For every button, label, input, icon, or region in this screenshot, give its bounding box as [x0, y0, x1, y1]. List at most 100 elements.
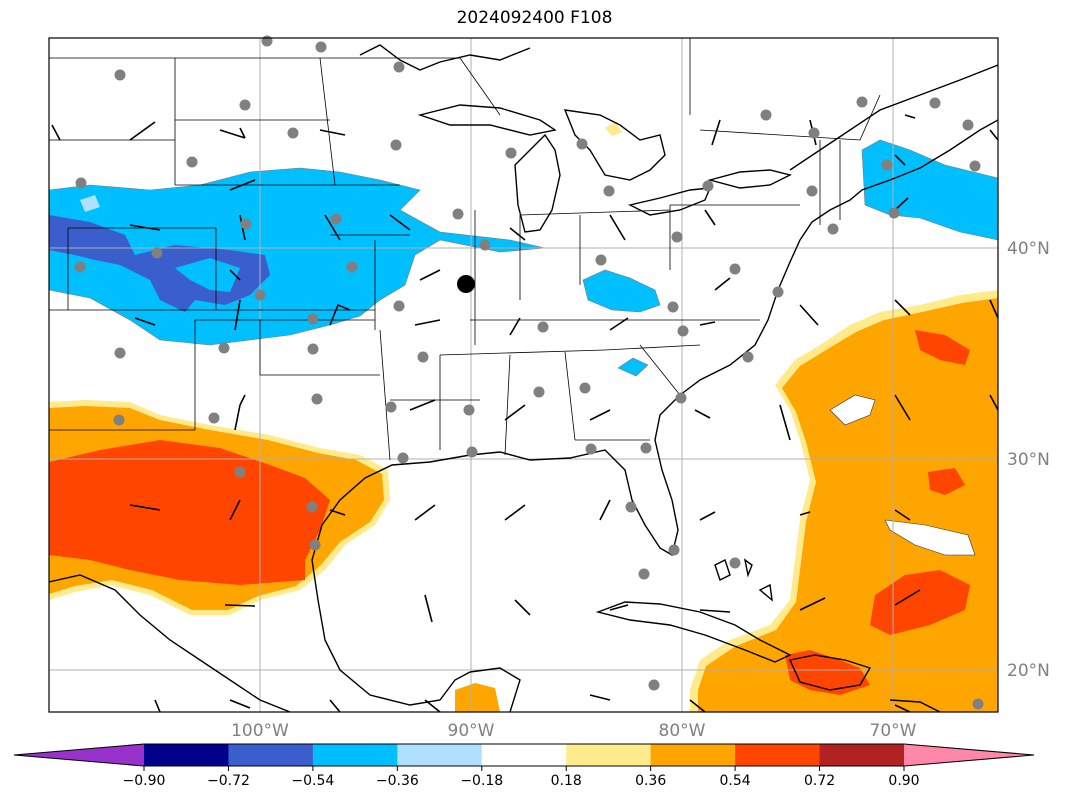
- colorbar-tick-label: 0.90: [888, 773, 919, 789]
- coastlines: [49, 44, 998, 712]
- station-dot: [603, 185, 615, 197]
- colorbar-segment: [228, 744, 314, 766]
- colorbar-extend-high: [904, 744, 1034, 766]
- station-dot: [463, 404, 475, 416]
- station-dot: [397, 452, 409, 464]
- station-dot: [671, 231, 683, 243]
- colorbar-tick-label: −0.18: [460, 773, 503, 789]
- location-marker: [457, 275, 475, 293]
- colorbar-segment: [397, 744, 483, 766]
- station-dot: [393, 300, 405, 312]
- station-dot: [537, 321, 549, 333]
- station-dot: [677, 325, 689, 337]
- map-title: 2024092400 F108: [456, 8, 613, 28]
- lon-label: 80°W: [659, 721, 706, 741]
- station-dot: [151, 247, 163, 259]
- station-dot: [702, 180, 714, 192]
- station-dot: [772, 286, 784, 298]
- colorbar-segment: [312, 744, 398, 766]
- station-dot: [239, 99, 251, 111]
- longitude-labels: 100°W 90°W 80°W 70°W: [231, 721, 917, 741]
- station-dot: [648, 679, 660, 691]
- station-dot: [888, 207, 900, 219]
- station-dot: [729, 263, 741, 275]
- station-markers: [74, 35, 984, 710]
- colorbar-tick-label: 0.18: [551, 773, 582, 789]
- station-dot: [114, 347, 126, 359]
- station-dot: [466, 446, 478, 458]
- colorbar-extend-low: [14, 744, 144, 766]
- station-dot: [330, 213, 342, 225]
- station-dot: [315, 41, 327, 53]
- map-frame: [48, 37, 999, 713]
- station-dot: [585, 443, 597, 455]
- station-dot: [306, 501, 318, 513]
- colorbar-segment: [819, 744, 905, 766]
- station-dot: [393, 61, 405, 73]
- station-dot: [675, 392, 687, 404]
- station-dot: [969, 160, 981, 172]
- station-dot: [760, 109, 772, 121]
- station-dot: [417, 351, 429, 363]
- station-dot: [287, 127, 299, 139]
- station-dot: [625, 501, 637, 513]
- station-dot: [75, 177, 87, 189]
- station-dot: [929, 97, 941, 109]
- station-dot: [827, 223, 839, 235]
- station-dot: [452, 208, 464, 220]
- station-dot: [667, 301, 679, 313]
- station-dot: [261, 35, 273, 47]
- station-dot: [505, 147, 517, 159]
- lat-label: 20°N: [1007, 661, 1050, 681]
- station-dot: [309, 539, 321, 551]
- lon-label: 70°W: [870, 721, 917, 741]
- station-dot: [742, 351, 754, 363]
- station-dot: [962, 119, 974, 131]
- colorbar-tick-label: −0.36: [376, 773, 419, 789]
- lat-label: 40°N: [1007, 239, 1050, 259]
- station-dot: [114, 69, 126, 81]
- negative-anomaly-region-ohio-valley: [582, 269, 661, 313]
- station-dot: [881, 159, 893, 171]
- colorbar-tick-label: −0.72: [207, 773, 250, 789]
- colorbar-tick-label: −0.54: [291, 773, 334, 789]
- colorbar-segment: [144, 744, 229, 766]
- lon-label: 100°W: [231, 721, 289, 741]
- station-dot: [668, 544, 680, 556]
- colorbar-tick-label: 0.36: [635, 773, 666, 789]
- station-dot: [218, 342, 230, 354]
- colorbar-segment: [566, 744, 652, 766]
- station-dot: [234, 466, 246, 478]
- station-dot: [729, 557, 741, 569]
- latitude-labels: 40°N 30°N 20°N: [1007, 239, 1050, 681]
- station-dot: [638, 568, 650, 580]
- station-dot: [311, 393, 323, 405]
- colorbar-segment: [735, 744, 821, 766]
- colorbar-segment: [481, 744, 567, 766]
- station-dot: [307, 343, 319, 355]
- station-dot: [186, 156, 198, 168]
- station-dot: [640, 442, 652, 454]
- station-dot: [346, 261, 358, 273]
- station-dot: [254, 289, 266, 301]
- wind-barbs: [51, 114, 998, 712]
- station-dot: [307, 313, 319, 325]
- lon-label: 90°W: [448, 721, 495, 741]
- station-dot: [208, 412, 220, 424]
- station-dot: [595, 254, 607, 266]
- station-dot: [808, 127, 820, 139]
- station-dot: [479, 239, 491, 251]
- lat-label: 30°N: [1007, 450, 1050, 470]
- station-dot: [74, 261, 86, 273]
- colorbar-segment: [650, 744, 736, 766]
- colorbar: −0.90 −0.72 −0.54 −0.36 −0.18 0.18 0.36 0.54 0.7…: [13, 743, 1035, 789]
- station-dot: [972, 698, 984, 710]
- colorbar-tick-label: 0.72: [804, 773, 835, 789]
- station-dot: [385, 401, 397, 413]
- station-dot: [576, 138, 588, 150]
- station-dot: [856, 96, 868, 108]
- colorbar-tick-label: −0.90: [123, 773, 166, 789]
- station-dot: [390, 139, 402, 151]
- station-dot: [113, 414, 125, 426]
